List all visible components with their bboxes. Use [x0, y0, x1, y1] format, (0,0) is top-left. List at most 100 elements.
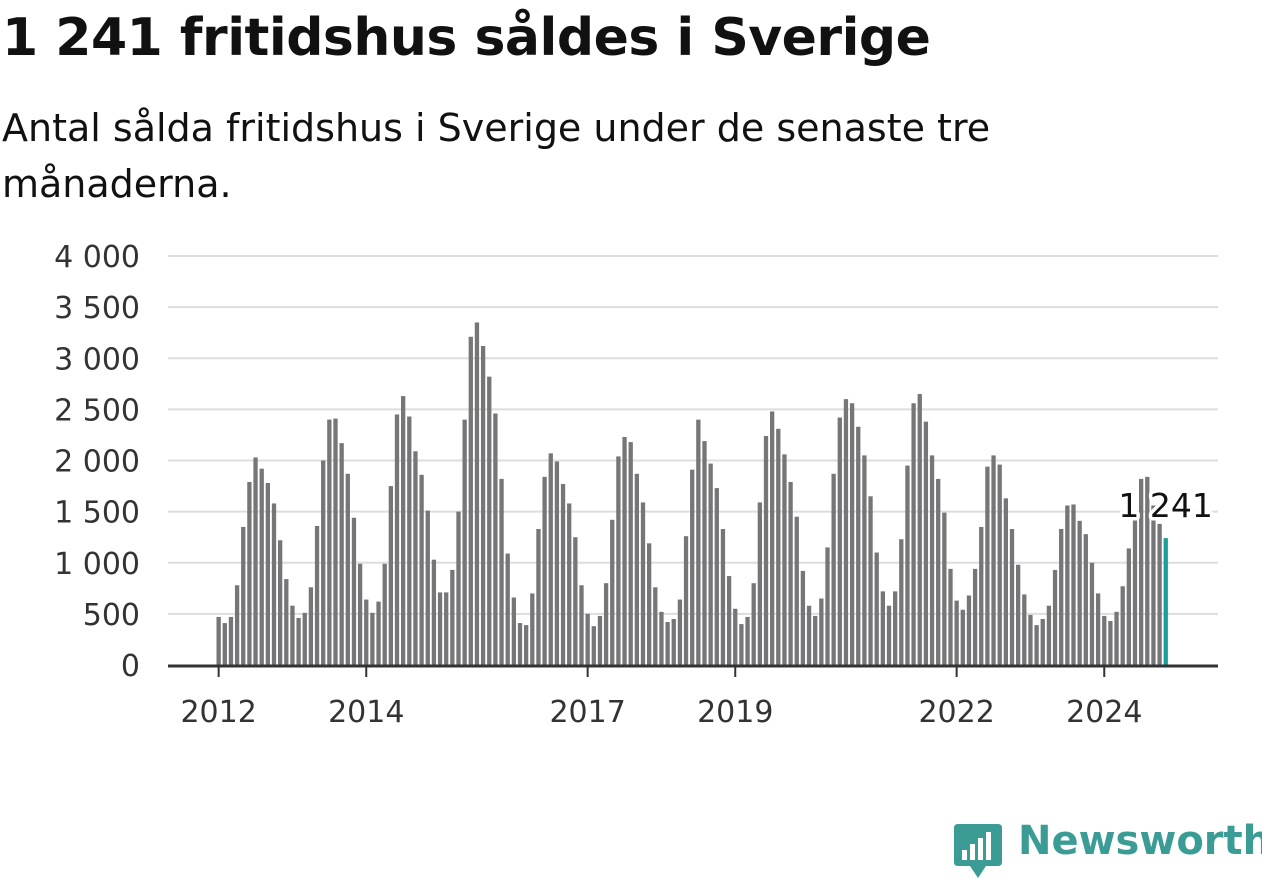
bar — [425, 510, 430, 665]
bar — [899, 539, 904, 665]
x-tick-label: 2024 — [1066, 695, 1142, 730]
bar — [351, 517, 357, 665]
bar — [708, 463, 713, 665]
bar — [1040, 618, 1045, 665]
bar — [517, 623, 523, 665]
bar — [751, 583, 756, 665]
bar — [382, 563, 387, 665]
bar — [228, 616, 234, 665]
bar — [966, 595, 972, 665]
bar — [849, 403, 855, 665]
bar — [640, 502, 646, 665]
bar — [339, 443, 344, 665]
bar — [979, 526, 984, 665]
x-axis-ticks: 2012 2014 2017 2019 2022 2024 — [180, 667, 1142, 730]
bar — [413, 451, 418, 665]
bar — [585, 613, 590, 665]
bar — [560, 484, 566, 665]
bar — [394, 414, 400, 665]
bar — [1046, 605, 1052, 665]
bar — [357, 563, 363, 665]
bar — [923, 421, 929, 665]
bar — [862, 455, 867, 665]
x-tick-label: 2017 — [549, 695, 625, 730]
bar — [1139, 478, 1144, 665]
bar — [745, 616, 750, 665]
bar — [1034, 625, 1039, 665]
bar — [222, 623, 227, 665]
bar — [825, 547, 830, 665]
bar — [1089, 562, 1095, 665]
bar — [407, 416, 412, 665]
x-tick-label: 2012 — [180, 695, 256, 730]
bar — [733, 608, 738, 665]
bar — [480, 345, 486, 665]
bar — [536, 529, 541, 665]
bar — [837, 417, 842, 665]
bar — [1071, 504, 1076, 665]
bar — [948, 568, 953, 665]
bar — [800, 570, 806, 665]
bar — [548, 453, 553, 665]
y-tick-label: 2 000 — [54, 445, 140, 480]
bar — [917, 394, 922, 665]
bar — [376, 601, 381, 665]
bar — [813, 615, 818, 665]
bar — [1052, 569, 1058, 665]
bar — [554, 461, 560, 665]
bar — [1132, 516, 1138, 665]
bar — [831, 473, 836, 665]
bar — [782, 454, 787, 665]
bar — [1145, 476, 1150, 665]
bar — [622, 436, 627, 665]
bar — [647, 543, 652, 665]
newsworthy-logo: Newsworthy — [950, 818, 1262, 878]
bar — [985, 466, 990, 665]
bar — [308, 587, 314, 665]
bar — [726, 576, 732, 665]
bar — [1151, 505, 1156, 665]
bar — [401, 396, 406, 665]
bar — [1120, 586, 1125, 665]
bar — [893, 591, 898, 665]
bar-chart-badge-icon — [954, 824, 1002, 878]
bar — [321, 460, 326, 665]
bar — [856, 426, 861, 665]
bar — [370, 612, 375, 665]
bar — [234, 585, 240, 665]
y-tick-label: 0 — [121, 649, 140, 684]
y-tick-label: 3 000 — [54, 342, 140, 377]
bar — [241, 526, 246, 665]
bar — [278, 540, 283, 665]
bar — [437, 592, 443, 665]
bar — [960, 609, 965, 665]
bar — [468, 336, 473, 665]
y-tick-label: 1 500 — [54, 496, 140, 531]
bar — [1003, 498, 1008, 665]
bar — [677, 599, 683, 665]
bar — [530, 593, 535, 665]
bar — [259, 468, 264, 665]
bar — [1108, 621, 1113, 665]
bar — [942, 512, 947, 665]
bar — [665, 622, 670, 665]
bar — [720, 529, 726, 665]
bar — [474, 322, 480, 665]
bar — [524, 625, 529, 665]
bar — [659, 611, 664, 665]
bar — [653, 587, 658, 665]
bar — [333, 418, 338, 665]
bar — [997, 464, 1002, 665]
bar — [954, 600, 959, 665]
bar — [216, 616, 221, 665]
bar — [1077, 520, 1082, 665]
bar — [444, 592, 449, 665]
y-tick-label: 500 — [83, 598, 140, 633]
bar — [1059, 529, 1064, 665]
bar — [671, 618, 676, 665]
y-tick-label: 3 500 — [54, 291, 140, 326]
bar — [511, 597, 516, 665]
bar — [634, 473, 639, 665]
bar — [843, 399, 849, 665]
